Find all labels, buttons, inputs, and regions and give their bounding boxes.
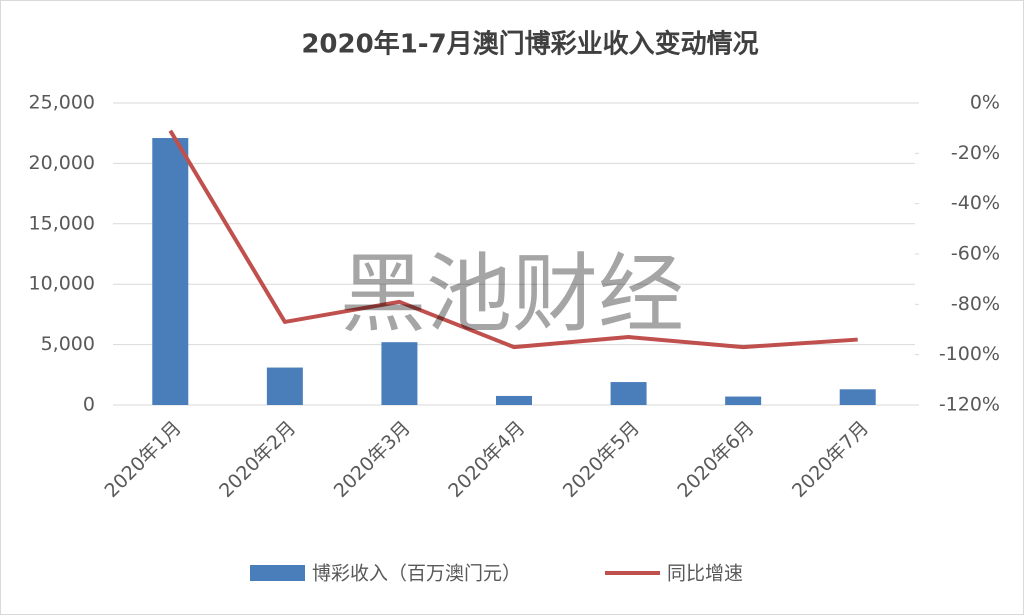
y2-tick-label: -20% [951, 142, 1000, 164]
y2-tick-label: 0% [970, 92, 1000, 114]
y2-tick-label: -60% [951, 243, 1000, 265]
y-tick-label: 5,000 [41, 333, 95, 355]
y2-tick-label: -100% [939, 343, 1000, 365]
bar [839, 389, 876, 405]
bar [610, 382, 647, 405]
line [168, 129, 858, 350]
watermark: 黑池财经 [340, 244, 684, 344]
chart-title: 2020年1-7月澳门博彩业收入变动情况 [301, 29, 758, 60]
legend-swatch [250, 565, 305, 581]
y-tick-label: 25,000 [29, 92, 95, 114]
legend-label: 同比增速 [667, 563, 743, 585]
bar [152, 138, 189, 406]
bar [266, 367, 303, 405]
bar [496, 395, 532, 405]
y2-tick-label: -120% [939, 394, 1000, 416]
legend-label: 博彩收入（百万澳门元） [312, 563, 521, 585]
y-tick-label: 15,000 [29, 212, 95, 234]
y-tick-label: 10,000 [29, 273, 95, 295]
y-tick-label: 20,000 [29, 152, 95, 174]
bar [381, 342, 418, 405]
y-tick-label: 0 [83, 394, 95, 416]
bar [725, 396, 762, 405]
y2-tick-label: -40% [951, 192, 1000, 214]
y2-tick-label: -80% [951, 293, 1000, 315]
